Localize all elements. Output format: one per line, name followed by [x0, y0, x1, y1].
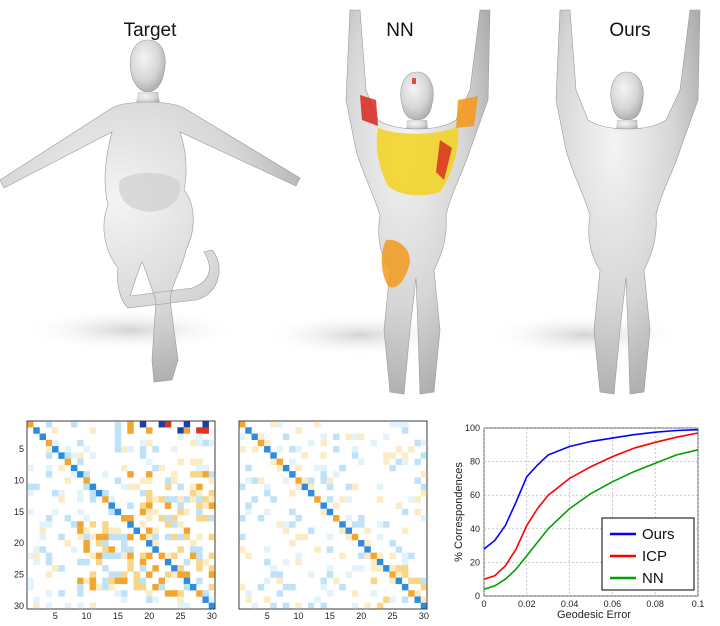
x-tick: 0.02	[518, 599, 536, 609]
y-axis-label: % Correspondences	[453, 462, 465, 562]
y-tick: 20	[470, 557, 480, 567]
series-line-ours	[483, 428, 699, 550]
x-axis-label: Geodesic Error	[557, 609, 631, 621]
nn-figure	[260, 9, 491, 395]
y-tick: 80	[470, 457, 480, 467]
x-tick: 0	[481, 599, 486, 609]
x-tick: 0.08	[646, 599, 664, 609]
y-tick: 40	[470, 524, 480, 534]
target-label: Target	[123, 20, 177, 41]
x-tick: 0.04	[561, 599, 579, 609]
ours-label: Ours	[609, 20, 651, 41]
y-tick: 100	[465, 423, 480, 433]
legend-label: Ours	[642, 526, 675, 543]
ours-figure	[485, 9, 701, 395]
y-tick: 60	[470, 490, 480, 500]
x-tick: 0.06	[604, 599, 622, 609]
body-renderings	[0, 9, 701, 395]
chart-lines	[483, 428, 699, 591]
legend-label: NN	[642, 570, 664, 587]
series-line-nn	[483, 449, 699, 591]
x-tick: 0.1	[692, 599, 705, 609]
chart-ticks: 0 0.02 0.04 0.06 0.08 0.1 0 20 40 60 80 100	[465, 423, 704, 609]
nn-label: NN	[386, 20, 414, 41]
target-figure	[0, 39, 301, 383]
legend-label: ICP	[642, 548, 667, 565]
series-line-icp	[483, 432, 699, 580]
chart-legend: Ours ICP NN	[601, 517, 695, 591]
y-tick: 0	[475, 591, 480, 601]
